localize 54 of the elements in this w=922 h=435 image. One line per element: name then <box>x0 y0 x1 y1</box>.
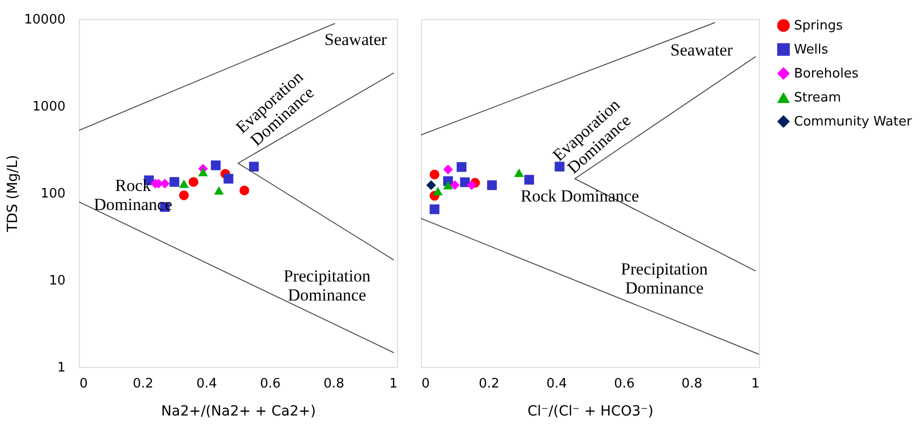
x-tick-label: 1 <box>389 376 398 392</box>
x-axis-title: Cl⁻/(Cl⁻ + HCO3⁻) <box>528 404 654 420</box>
point <box>450 180 460 190</box>
y-axis-title: TDS (Mg/L) <box>5 154 22 234</box>
point <box>179 179 189 188</box>
annotation: Precipitation Dominance <box>620 260 708 298</box>
x-tick-label: 0 <box>422 376 430 392</box>
x-tick-label: 0.8 <box>682 376 702 392</box>
point <box>426 180 436 190</box>
x-tick-label: 0.4 <box>196 376 218 392</box>
point <box>430 170 440 180</box>
point <box>198 168 208 176</box>
point <box>430 204 440 214</box>
y-tick-label: 10 <box>48 274 66 288</box>
x-tick-label: 0.2 <box>478 376 500 392</box>
y-tick-label: 1 <box>57 360 66 376</box>
point <box>210 160 221 170</box>
point <box>487 180 497 190</box>
x-tick-label: 0.2 <box>132 376 154 392</box>
point <box>443 164 453 174</box>
y-tick-label: 1000 <box>32 100 66 114</box>
point <box>460 177 470 188</box>
x-tick-label: 0.4 <box>546 376 568 392</box>
y-tick-label: 10000 <box>24 12 66 28</box>
x-tick-label: 1 <box>751 376 760 392</box>
annotation: Precipitation Dominance <box>284 266 371 305</box>
annotation: Seawater <box>670 40 734 60</box>
point <box>224 174 234 184</box>
point <box>433 186 443 196</box>
point <box>249 162 259 172</box>
point <box>466 180 477 190</box>
point <box>188 177 198 187</box>
point <box>170 177 180 187</box>
annotation: Rock Dominance <box>94 176 172 214</box>
annotation: Seawater <box>324 30 388 49</box>
legend-label: Springs <box>794 18 843 34</box>
point <box>214 186 224 195</box>
x-tick-label: 0.8 <box>324 376 344 392</box>
legend-label: Boreholes <box>794 66 859 82</box>
point <box>524 174 534 185</box>
point <box>514 168 524 177</box>
x-tick-label: 0.6 <box>614 376 635 392</box>
point <box>456 162 466 172</box>
y-tick-label: 100 <box>40 186 66 202</box>
point <box>179 190 189 200</box>
point <box>239 186 250 196</box>
x-axis-title: Na2+/(Na2+ + Ca2+) <box>161 404 316 420</box>
point <box>443 180 453 190</box>
legend-label: Wells <box>794 42 828 58</box>
x-tick-label: 0 <box>80 376 88 392</box>
legend-label: Stream <box>794 90 842 106</box>
x-tick-label: 0.6 <box>260 376 281 392</box>
legend-label: Community Water <box>794 114 912 130</box>
point <box>554 162 564 172</box>
